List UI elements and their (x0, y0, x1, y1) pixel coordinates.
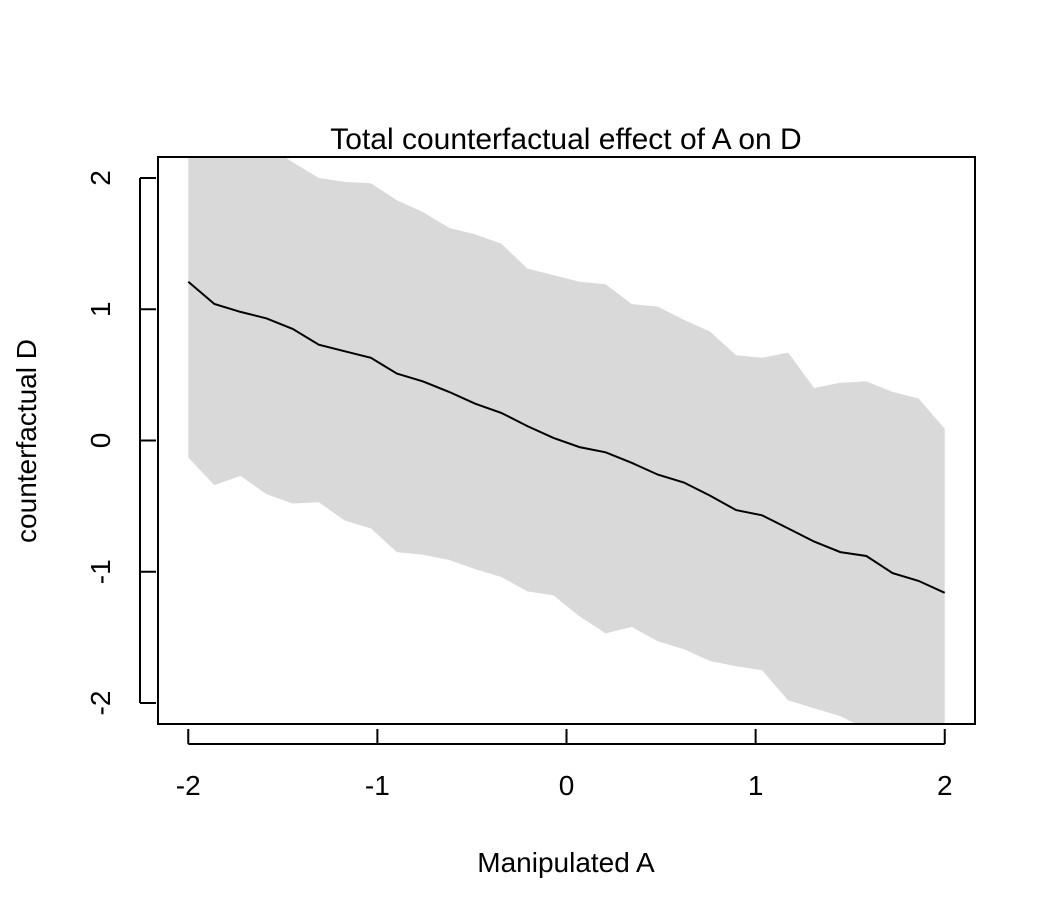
x-axis: -2 -1 0 1 2 (176, 729, 953, 801)
y-axis: -2 -1 0 1 2 (85, 170, 156, 715)
x-axis-label: Manipulated A (477, 847, 655, 878)
y-axis-label: counterfactual D (11, 339, 42, 543)
x-tick-label: 1 (748, 770, 764, 801)
x-tick-label: 2 (937, 770, 953, 801)
x-tick-label: -1 (365, 770, 390, 801)
x-tick-label: -2 (176, 770, 201, 801)
y-tick-label: -2 (85, 691, 116, 716)
y-tick-label: 2 (85, 170, 116, 186)
y-tick-label: 0 (85, 433, 116, 449)
y-tick-label: 1 (85, 302, 116, 318)
interval-band (188, 73, 944, 808)
x-tick-label: 0 (559, 770, 575, 801)
chart-title: Total counterfactual effect of A on D (330, 123, 801, 156)
y-tick-label: -1 (85, 559, 116, 584)
